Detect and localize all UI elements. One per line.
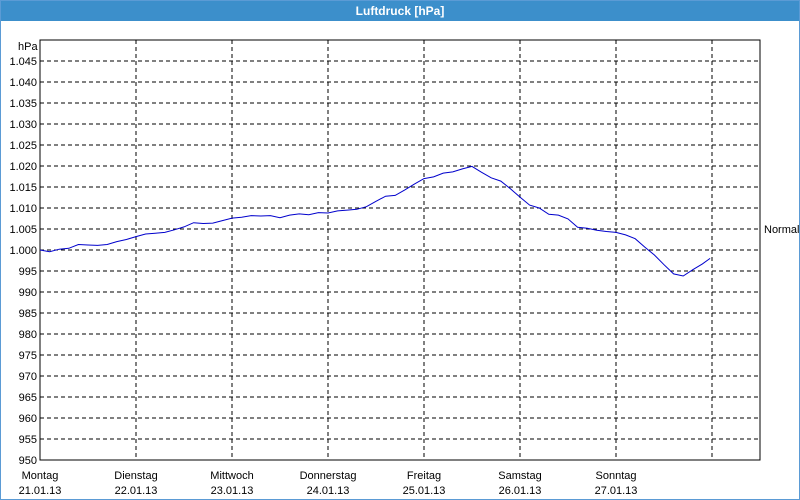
- y-tick-label: 1.030: [9, 119, 37, 131]
- y-tick-label: 975: [19, 350, 37, 362]
- x-tick-day-label: Mittwoch: [210, 470, 253, 482]
- x-tick-day-label: Sonntag: [596, 470, 637, 482]
- y-tick-label: 1.005: [9, 224, 37, 236]
- x-tick-date-label: 24.01.13: [307, 485, 350, 497]
- y-tick-label: 1.045: [9, 56, 37, 68]
- x-tick-day-label: Samstag: [498, 470, 541, 482]
- x-tick-day-label: Donnerstag: [300, 470, 357, 482]
- y-tick-label: 1.025: [9, 140, 37, 152]
- x-tick-date-label: 23.01.13: [211, 485, 254, 497]
- y-tick-label: 1.020: [9, 161, 37, 173]
- y-tick-label: 985: [19, 308, 37, 320]
- y-tick-label: 1.015: [9, 182, 37, 194]
- y-tick-label: 965: [19, 392, 37, 404]
- y-axis-unit: hPa: [18, 41, 38, 53]
- y-tick-label: 1.040: [9, 77, 37, 89]
- x-tick-date-label: 25.01.13: [403, 485, 446, 497]
- y-tick-label: 1.000: [9, 245, 37, 257]
- window-title: Luftdruck [hPa]: [1, 1, 799, 21]
- y-tick-label: 960: [19, 413, 37, 425]
- y-tick-label: 995: [19, 266, 37, 278]
- pressure-series-line: [39, 165, 711, 277]
- x-axis-ticks: Montag 21.01.13 Dienstag 22.01.13 Mittwoch 23…: [19, 470, 638, 497]
- x-tick-day-label: Dienstag: [114, 470, 157, 482]
- grid-lines: [40, 40, 760, 460]
- x-tick-day-label: Freitag: [407, 470, 441, 482]
- x-tick-date-label: 26.01.13: [499, 485, 542, 497]
- x-tick-date-label: 22.01.13: [115, 485, 158, 497]
- x-tick-date-label: 21.01.13: [19, 485, 62, 497]
- x-tick-date-label: 27.01.13: [595, 485, 638, 497]
- y-tick-label: 950: [19, 455, 37, 467]
- y-tick-label: 1.035: [9, 98, 37, 110]
- y-tick-label: 990: [19, 287, 37, 299]
- y-tick-label: 970: [19, 371, 37, 383]
- x-tick-day-label: Montag: [22, 470, 59, 482]
- normal-reference-label: Normal: [764, 224, 799, 236]
- y-tick-label: 1.010: [9, 203, 37, 215]
- y-tick-label: 955: [19, 434, 37, 446]
- y-axis-ticks: 950 955 960 965 970 975 980 985 990 995 1.000 1.005…: [9, 56, 37, 467]
- y-tick-label: 980: [19, 329, 37, 341]
